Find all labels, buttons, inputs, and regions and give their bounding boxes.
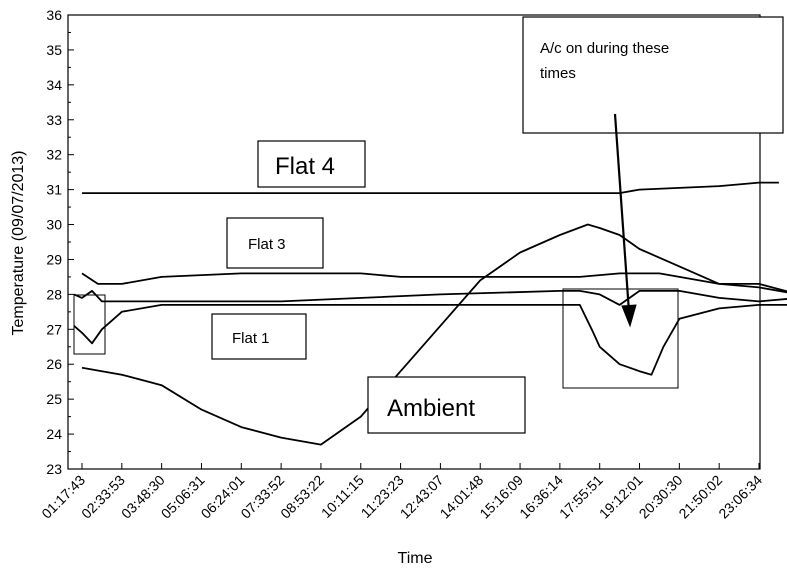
series-flat-1-line (73, 290, 787, 306)
y-tick-label: 30 (46, 217, 62, 233)
y-tick-label: 26 (46, 356, 62, 372)
flat1-label: Flat 1 (232, 330, 270, 347)
ambient-box (367, 376, 526, 434)
y-tick-label: 36 (46, 7, 62, 23)
y-tick-label: 31 (46, 182, 62, 198)
y-tick-label: 35 (46, 42, 62, 58)
ac-arrow-head (621, 304, 637, 328)
y-tick-label: 25 (46, 391, 62, 407)
y-axis-title: Temperature (09/07/2013) (10, 151, 27, 336)
y-tick-label: 34 (46, 77, 62, 93)
y-tick-label: 27 (46, 321, 62, 337)
y-tick-label: 23 (46, 461, 62, 477)
ambient-label: Ambient (387, 395, 475, 422)
annotation-layer: Flat 4 Flat 3 Flat 1 Ambient A/c on during t… (73, 16, 784, 434)
ac-note-line1: A/c on during these (540, 40, 669, 57)
series-ambient-line (81, 223, 787, 446)
x-axis-title: Time (398, 550, 433, 567)
y-tick-label: 32 (46, 147, 62, 163)
series-flat-4-line (82, 181, 779, 194)
flat1-box (211, 313, 307, 360)
series-flat-3-line (81, 272, 787, 293)
flat3-box (226, 217, 324, 269)
x-tick-label: 10:11:15 (318, 472, 367, 521)
ac-note-box (522, 16, 784, 134)
x-tick-label: 08:53:22 (277, 472, 327, 522)
series-layer (73, 181, 787, 446)
y-tick-label: 29 (46, 251, 62, 267)
flat3-label: Flat 3 (248, 236, 286, 253)
ac-note-line2: times (540, 65, 576, 82)
x-tick-label: 23:06:34 (715, 472, 765, 522)
ac-region-box-right (562, 288, 679, 389)
y-tick-label: 24 (46, 426, 62, 442)
ac-region-box-left (73, 294, 106, 355)
ac-arrow-shaft (613, 113, 631, 313)
flat4-label: Flat 4 (275, 153, 335, 180)
y-tick-label: 28 (46, 286, 62, 302)
series-flat-2-line (73, 304, 787, 376)
flat4-box (257, 140, 366, 188)
y-tick-label: 33 (46, 112, 62, 128)
